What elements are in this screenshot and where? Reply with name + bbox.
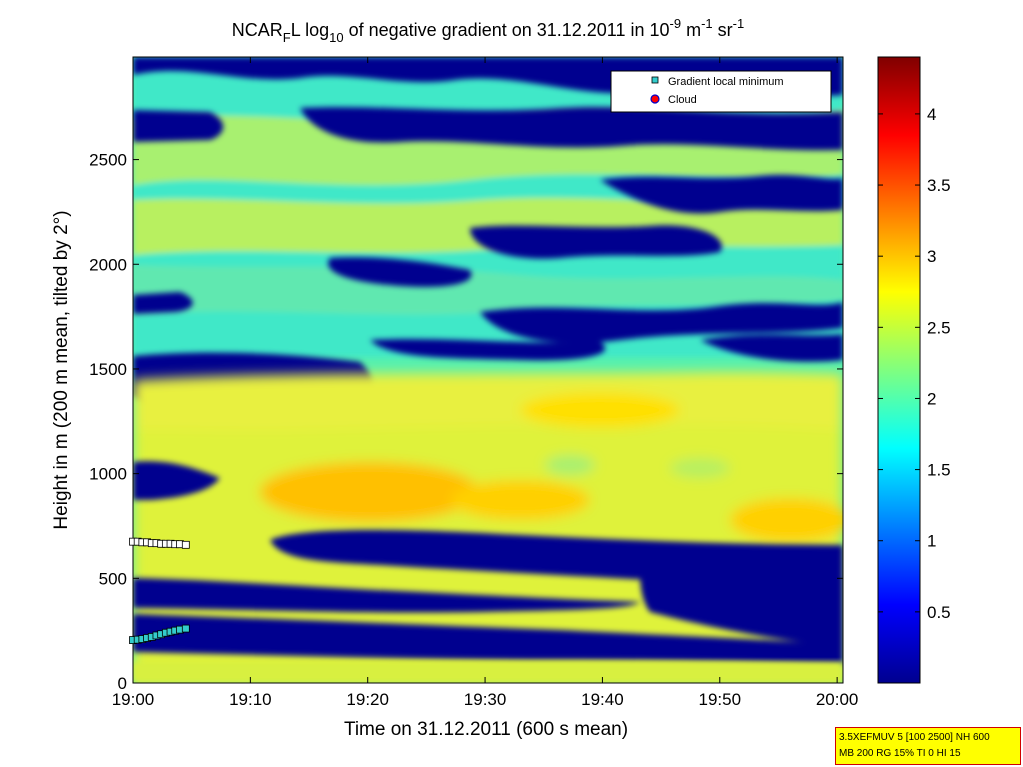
y-tick-label: 1000 xyxy=(89,465,127,484)
legend: Gradient local minimum Cloud xyxy=(610,70,832,113)
ground-band xyxy=(133,662,843,683)
colorbar xyxy=(877,56,921,684)
chart-title: NCARFL log10 of negative gradient on 31.… xyxy=(232,16,744,45)
y-tick-label: 2000 xyxy=(89,255,127,274)
x-axis: 19:00 19:10 19:20 19:30 19:40 19:50 20:00 xyxy=(112,57,859,709)
legend-square-marker xyxy=(651,76,659,84)
x-tick-label: 19:20 xyxy=(346,690,389,709)
infobox-line-2: MB 200 RG 15% TI 0 HI 15 xyxy=(839,748,961,759)
colorbar-tick-label: 1.5 xyxy=(927,461,951,480)
colorbar-tick-label: 0.5 xyxy=(927,603,951,622)
upper-minimum-marker xyxy=(181,540,190,549)
colorbar-axis: 0.5 1 1.5 2 2.5 3 3.5 4 xyxy=(878,105,951,622)
colorbar-tick-label: 3.5 xyxy=(927,176,951,195)
y-axis: 0 500 1000 1500 2000 2500 xyxy=(89,151,843,693)
plot-frame xyxy=(132,56,844,684)
x-tick-label: 19:40 xyxy=(581,690,624,709)
legend-label-cloud: Cloud xyxy=(668,94,697,106)
colorbar-tick-label: 2 xyxy=(927,389,936,408)
y-tick-label: 0 xyxy=(118,674,127,693)
y-tick-label: 500 xyxy=(99,569,127,588)
colorbar-tick-label: 1 xyxy=(927,532,936,551)
colorbar-tick-label: 4 xyxy=(927,105,936,124)
x-axis-label: Time on 31.12.2011 (600 s mean) xyxy=(344,719,628,740)
x-tick-label: 19:10 xyxy=(229,690,272,709)
colorbar-tick-label: 2.5 xyxy=(927,318,951,337)
upper-gaps xyxy=(133,57,843,417)
x-tick-label: 19:50 xyxy=(699,690,742,709)
y-tick-label: 2500 xyxy=(89,151,127,170)
gradient-minimum-markers xyxy=(129,537,190,644)
legend-box xyxy=(610,70,832,113)
y-tick-label: 1500 xyxy=(89,360,127,379)
lower-gaps xyxy=(133,461,843,665)
lower-minimum-marker xyxy=(181,624,190,633)
y-axis-label: Height in m (200 m mean, tilted by 2°) xyxy=(51,210,72,529)
legend-label-gradient: Gradient local minimum xyxy=(668,76,784,88)
colorbar-tick-label: 3 xyxy=(927,247,936,266)
infobox-line-1: 3.5XEFMUV 5 [100 2500] NH 600 xyxy=(839,732,990,743)
legend-circle-marker xyxy=(650,94,660,104)
x-tick-label: 19:00 xyxy=(112,690,155,709)
x-tick-label: 19:30 xyxy=(464,690,507,709)
settings-infobox: 3.5XEFMUV 5 [100 2500] NH 600 MB 200 RG … xyxy=(835,727,1021,765)
x-tick-label: 20:00 xyxy=(816,690,859,709)
heatmap-field xyxy=(133,57,843,683)
